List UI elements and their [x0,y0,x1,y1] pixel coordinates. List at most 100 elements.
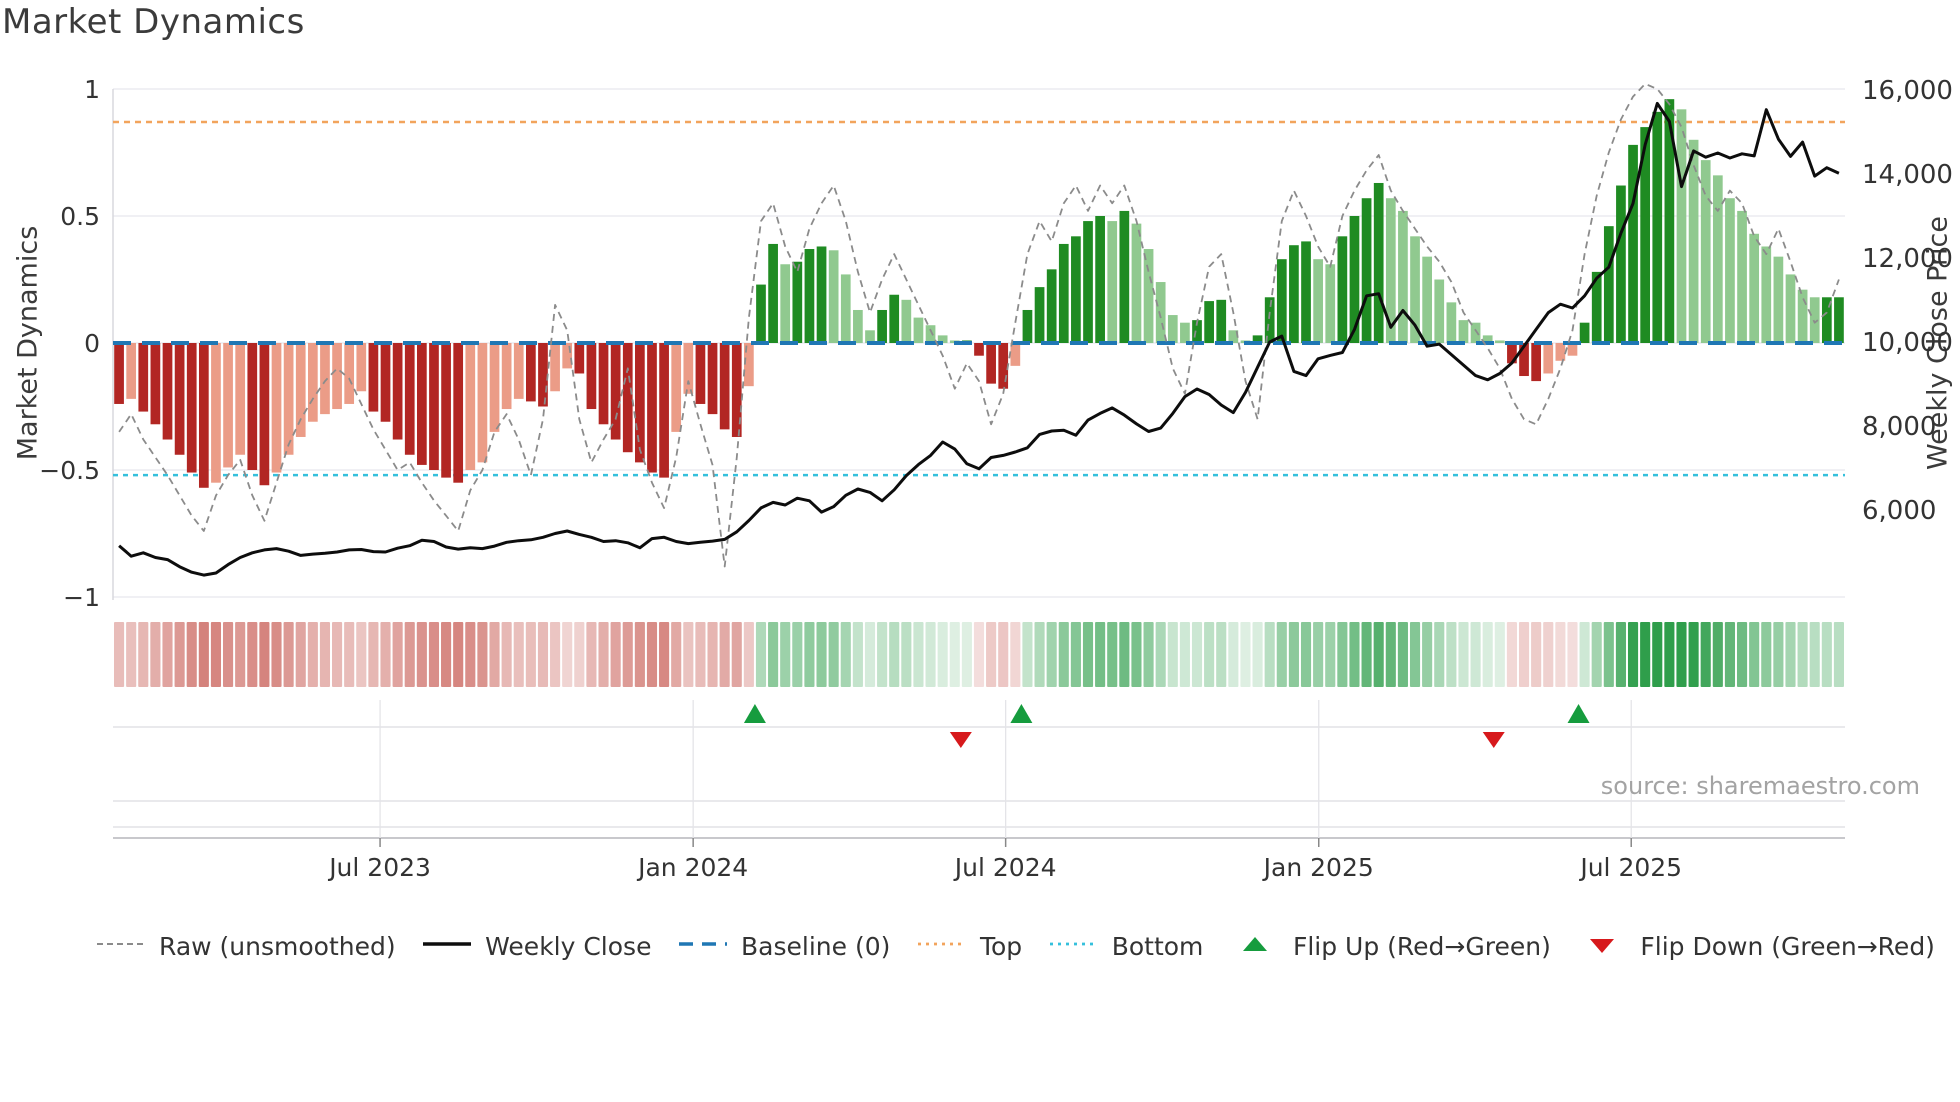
heatmap-cell [1397,622,1408,687]
heatmap-cell [525,622,536,687]
heatmap-cell [889,622,900,687]
heatmap-cell [1797,622,1808,687]
bar [744,343,754,387]
bar [1458,320,1469,343]
heatmap-cell [1821,622,1832,687]
bar [635,343,645,463]
heatmap-cell [1785,622,1796,687]
heatmap-cell [1458,622,1469,687]
heatmap-cell [1022,622,1033,687]
bar [416,343,427,465]
heatmap-cell [901,622,912,687]
heatmap-cell [792,622,803,687]
bar [453,343,464,483]
price-line [118,101,1840,577]
bar [441,343,451,478]
heatmap-cell [198,622,209,687]
heatmap-cell [937,622,948,687]
heatmap-cell [368,622,379,687]
heatmap-cell [1349,622,1360,687]
bar [1591,271,1602,343]
heatmap-cell [1688,622,1699,687]
heatmap-cell [986,622,997,687]
bar [889,294,900,343]
heatmap-cell [1749,622,1760,687]
heatmap-cell [1664,622,1675,687]
bar [198,343,209,488]
bar [659,343,669,478]
heatmap-cell [1276,622,1287,687]
bar [840,274,851,343]
bar [1676,109,1687,343]
legend: Raw (unsmoothed) Weekly Close Baseline (0)… [95,932,1935,961]
bar [1252,335,1263,343]
legend-label: Weekly Close [485,932,652,961]
right-tick-label: 14,000 [1862,160,1953,190]
bar [707,343,718,415]
heatmap-cell [1579,622,1590,687]
heatmap-cell [1337,622,1348,687]
legend-item-bottom: Bottom [1048,932,1203,961]
bar [380,343,391,422]
bar [1167,315,1178,343]
bar [247,343,258,470]
heatmap-cell [380,622,391,687]
bar [1761,246,1772,343]
heatmap-cell [295,622,306,687]
x-tick-label: Jul 2024 [953,853,1057,882]
heatmap-cell [598,622,609,687]
heatmap-cell [998,622,1009,687]
bar [1834,297,1844,343]
heatmap-cell [1010,622,1021,687]
flip-up-marker [1567,704,1590,723]
bar [1325,264,1336,343]
legend-label: Flip Down (Green→Red) [1640,932,1935,961]
bar [150,343,161,425]
x-tick-label: Jul 2023 [327,853,431,882]
bar [986,343,996,384]
heatmap-cell [1155,622,1166,687]
heatmap-cell [501,622,512,687]
bar [1410,236,1420,343]
bar [138,343,149,412]
legend-item-weekly-close: Weekly Close [421,932,651,961]
heatmap-cell [1736,622,1748,687]
bar [477,343,488,463]
heatmap-cell [610,622,621,687]
heatmap-cell [1216,622,1227,687]
bar [780,264,791,343]
heatmap-cell [271,622,282,687]
heatmap-cell [1179,622,1190,687]
bar [271,343,282,473]
heatmap-cell [913,622,924,687]
bar [392,343,403,440]
heatmap-cell [162,622,173,687]
heatmap-cell [537,622,549,687]
bar [1543,343,1554,374]
heatmap-cell [840,622,851,687]
bar [162,343,173,440]
bar [356,343,367,392]
bar [1809,297,1820,343]
heatmap-cell [1555,622,1566,687]
heatmap-cell [489,622,500,687]
bar [683,343,694,394]
heatmap-cell [1494,622,1505,687]
bar [1276,259,1287,343]
bar [816,246,827,343]
heatmap-cell [1773,622,1784,687]
bar [1628,144,1638,343]
heatmap-cell [852,622,863,687]
heatmap-cell [1543,622,1554,687]
bar [429,343,439,470]
legend-swatch-baseline [677,932,729,961]
bar [1071,236,1081,343]
heatmap-cell [1288,622,1299,687]
bar [1494,340,1505,343]
page-title: Market Dynamics [2,2,305,42]
heatmap-cell [404,622,415,687]
heatmap-cell [1095,622,1106,687]
bar [1482,335,1493,343]
heatmap-cell [1204,622,1215,687]
